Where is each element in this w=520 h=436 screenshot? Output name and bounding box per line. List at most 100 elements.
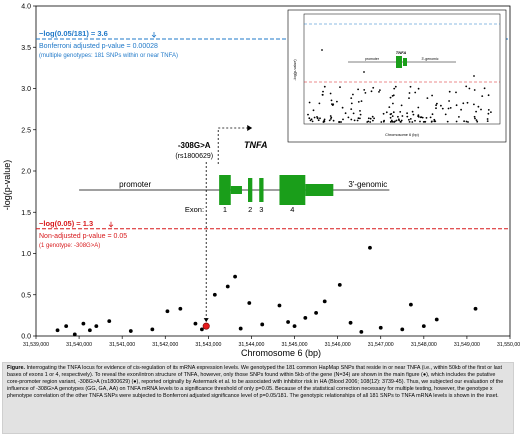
- inset-point: [401, 115, 404, 117]
- inset-point: [347, 116, 350, 119]
- x-tick-label: 31,548,000: [411, 342, 437, 348]
- data-point: [314, 311, 318, 315]
- inset-point: [340, 121, 342, 123]
- inset-point: [487, 109, 490, 111]
- inset-point: [397, 115, 399, 118]
- inset-point: [408, 92, 411, 94]
- data-point: [408, 302, 413, 307]
- inset-point: [323, 85, 326, 88]
- threshold-sub2: (1 genotype: -308G>A): [39, 243, 100, 249]
- inset-point: [475, 119, 478, 121]
- y-tick-label: 4.0: [21, 4, 31, 11]
- inset-point: [321, 49, 323, 51]
- inset-point: [309, 119, 312, 122]
- inset-point: [341, 106, 344, 109]
- inset-point: [441, 107, 444, 110]
- threshold-arrow: [108, 221, 114, 228]
- inset-point: [336, 100, 338, 103]
- inset-point: [468, 87, 471, 90]
- inset-point: [466, 101, 469, 104]
- inset-point: [487, 94, 490, 97]
- inset-point: [435, 104, 437, 107]
- inset-point: [388, 106, 391, 108]
- threshold-label: −log(0.05) = 1.3: [39, 219, 93, 228]
- highlight-snp: -308G>A (rs1800629): [175, 125, 253, 330]
- inset-point: [440, 104, 442, 107]
- inset-point: [350, 97, 353, 99]
- inset-point: [367, 117, 370, 120]
- inset-point: [408, 97, 410, 99]
- inset-point: [311, 120, 314, 123]
- inset-point: [475, 110, 477, 113]
- inset-point: [339, 86, 341, 88]
- data-point: [238, 326, 243, 331]
- inset-point: [486, 118, 489, 120]
- genomic-label: 3'-genomic: [348, 180, 387, 189]
- inset-point: [400, 104, 403, 107]
- data-point: [421, 324, 426, 328]
- x-tick-label: 31,542,000: [152, 342, 178, 348]
- inset-point: [330, 99, 333, 102]
- inset-point: [426, 97, 429, 99]
- inset-point: [323, 118, 326, 121]
- inset-point: [486, 120, 489, 122]
- x-tick-label: 31,547,000: [368, 342, 394, 348]
- inset-point: [380, 121, 383, 123]
- figure-caption: Figure. Interrogating the TNFA locus for…: [2, 362, 514, 434]
- inset-chart: -log(p-value) Chromosome 6 (bp) TNFA promot…: [287, 9, 507, 143]
- x-tick-label: 31,546,000: [325, 342, 351, 348]
- inset-point: [359, 113, 362, 116]
- exon-label: Exon:: [185, 205, 204, 214]
- y-axis-label: -log(p-value): [2, 160, 12, 211]
- data-point: [225, 284, 230, 289]
- inset-point: [308, 117, 311, 120]
- data-point: [247, 301, 252, 305]
- highlight-arrowhead: [203, 318, 209, 323]
- exon-number: 3: [259, 205, 263, 214]
- y-tick-label: 2.0: [21, 169, 31, 176]
- data-point: [107, 319, 112, 324]
- inset-point: [379, 89, 381, 91]
- y-tick-label: 2.5: [21, 127, 31, 134]
- inset-point: [373, 117, 375, 120]
- inset-point: [319, 117, 321, 120]
- inset-x-label: Chromosome 6 (bp): [385, 133, 419, 137]
- inset-point: [364, 92, 367, 94]
- exon-box: [259, 178, 264, 202]
- inset-point: [483, 87, 486, 90]
- inset-point: [435, 107, 437, 110]
- data-point: [378, 325, 383, 330]
- inset-point: [313, 116, 316, 119]
- x-tick-label: 31,549,000: [454, 342, 480, 348]
- x-tick-label: 31,544,000: [238, 342, 264, 348]
- data-point: [193, 321, 198, 326]
- inset-point: [474, 117, 476, 120]
- inset-point: [419, 120, 421, 123]
- inset-point: [350, 108, 353, 110]
- inset-point: [323, 120, 326, 123]
- data-point: [260, 322, 265, 327]
- data-points: [55, 245, 478, 337]
- inset-point: [417, 87, 420, 90]
- inset-point: [391, 120, 394, 123]
- inset-point: [350, 102, 353, 105]
- data-point: [55, 328, 60, 333]
- inset-point: [312, 109, 315, 112]
- data-point: [94, 324, 99, 328]
- inset-point: [344, 112, 347, 115]
- inset-point: [409, 118, 412, 120]
- inset-point: [473, 115, 476, 118]
- y-tick-label: 0.5: [21, 292, 31, 299]
- inset-point: [357, 88, 359, 91]
- data-point: [337, 282, 342, 287]
- inset-point: [350, 118, 353, 121]
- inset-point: [399, 111, 402, 113]
- highlight-rsid: (rs1800629): [175, 153, 213, 160]
- inset-promoter-label: promoter: [365, 57, 380, 61]
- x-tick-label: 31,540,000: [66, 342, 92, 348]
- x-tick-label: 31,550,000: [497, 342, 520, 348]
- inset-point: [394, 85, 397, 88]
- x-tick-label: 31,545,000: [282, 342, 308, 348]
- threshold-sub2: (multiple genotypes: 181 SNPs within or …: [39, 53, 178, 59]
- data-point: [473, 306, 478, 311]
